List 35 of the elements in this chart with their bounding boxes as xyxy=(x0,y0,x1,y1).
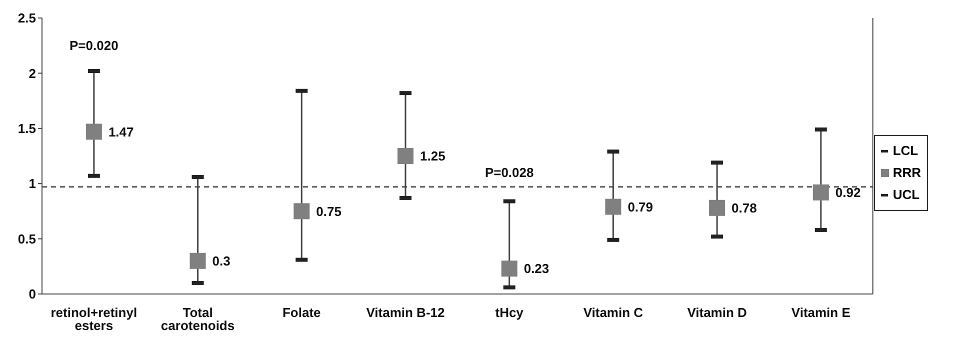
data-label: 0.3 xyxy=(212,253,230,268)
x-tick-label: Total carotenoids xyxy=(160,305,235,334)
point xyxy=(812,184,829,200)
point xyxy=(397,148,414,164)
legend-label: LCL xyxy=(892,142,918,160)
data-label: 0.23 xyxy=(524,261,550,276)
legend-label: UCL xyxy=(892,186,920,204)
point xyxy=(501,260,518,277)
point xyxy=(605,198,622,215)
y-tick-label: 0 xyxy=(28,286,36,302)
y-tick-label: 0.5 xyxy=(18,231,36,246)
data-label: 1.25 xyxy=(420,148,446,164)
x-tick-label: Folate xyxy=(282,305,321,320)
annotation: P=0.020 xyxy=(70,38,118,54)
point xyxy=(190,252,206,269)
x-tick-label: Vitamin B-12 xyxy=(366,305,445,320)
y-tick-label: 1.5 xyxy=(18,121,36,136)
annotation: P=0.028 xyxy=(484,165,534,180)
x-tick-label: Vitamin E xyxy=(791,305,851,320)
point xyxy=(709,200,726,216)
x-tick-label: Vitamin D xyxy=(687,305,747,320)
data-label: 0.75 xyxy=(316,204,342,219)
x-tick-label: Vitamin C xyxy=(583,305,644,320)
x-tick-label: tHcy xyxy=(495,305,524,320)
point xyxy=(86,124,102,140)
point xyxy=(294,203,310,220)
y-tick-label: 1 xyxy=(28,176,36,192)
data-label: 0.78 xyxy=(732,200,757,216)
legend-label: RRR xyxy=(892,164,921,182)
data-label: 0.79 xyxy=(628,199,654,214)
y-tick-label: 2.5 xyxy=(18,10,36,26)
x-tick-label: retinol+retinyl esters xyxy=(50,305,138,334)
y-tick-label: 2 xyxy=(28,66,36,81)
data-label: 0.92 xyxy=(835,185,861,200)
data-label: 1.47 xyxy=(108,124,134,140)
